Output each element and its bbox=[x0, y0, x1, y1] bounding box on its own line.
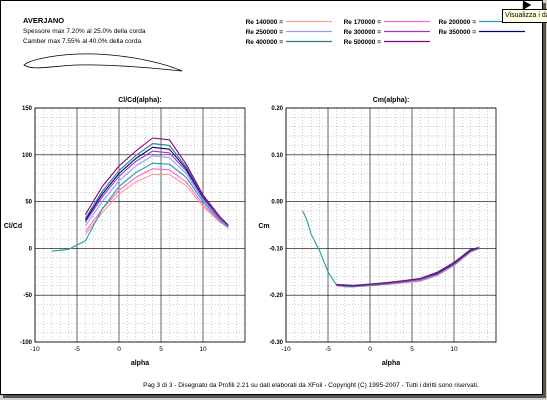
x-tick-label: -5 bbox=[74, 346, 80, 353]
legend-label: Re 140000 = bbox=[246, 19, 284, 26]
y-tick-label: 0 bbox=[29, 246, 33, 252]
x-tick-label: 10 bbox=[450, 346, 458, 353]
y-tick-label: -50 bbox=[23, 293, 32, 299]
plot-frame bbox=[285, 107, 497, 343]
series-line bbox=[302, 210, 480, 288]
x-tick-label: 0 bbox=[117, 346, 121, 353]
legend-label: Re 400000 = bbox=[246, 39, 284, 46]
footer-text: Pag 3 di 3 - Disegnato da Profili 2.21 s… bbox=[143, 382, 479, 389]
y-axis-label: Cm bbox=[258, 223, 269, 230]
y-tick-label: -0.30 bbox=[269, 340, 283, 346]
x-tick-label: -5 bbox=[325, 346, 331, 353]
legend-label: Re 200000 = bbox=[439, 19, 477, 26]
series-line bbox=[336, 246, 480, 286]
chart-title: Cm(alpha): bbox=[373, 97, 410, 104]
series-line bbox=[84, 143, 229, 227]
cm-chart: Cm(alpha): -10 -5 0 5 10 -0.30 -0.20 -0.10 0.00 0.… bbox=[258, 97, 497, 367]
series-line bbox=[84, 168, 229, 232]
y-tick-label: -100 bbox=[20, 340, 33, 346]
x-axis-label: alpha bbox=[382, 360, 400, 367]
airfoil-name: AVERJANO bbox=[23, 16, 64, 25]
y-axis-label: Cl/Cd bbox=[4, 223, 22, 230]
legend-label: Re 500000 = bbox=[344, 39, 382, 46]
tooltip: Visualizza i dati bbox=[502, 9, 547, 23]
x-axis-label: alpha bbox=[131, 360, 149, 367]
x-tick-label: 10 bbox=[199, 346, 207, 353]
y-tick-label: 0.10 bbox=[271, 153, 283, 159]
thickness-info: Spessore max 7.20% al 25.0% della corda bbox=[23, 28, 146, 35]
legend-label: Re 250000 = bbox=[246, 29, 284, 36]
y-tick-label: 50 bbox=[25, 200, 32, 206]
x-tick-label: 5 bbox=[159, 346, 163, 353]
report-sheet: AVERJANO Spessore max 7.20% al 25.0% del… bbox=[4, 16, 525, 389]
series-line bbox=[84, 173, 229, 235]
series-line bbox=[84, 146, 229, 227]
legend: Re 140000 = Re 170000 = Re 200000 = Re 2500… bbox=[246, 19, 525, 46]
series-line bbox=[84, 155, 229, 228]
clcd-chart: Cl/Cd(alpha):-10 -5 0 5 10-100-50050100150al… bbox=[4, 97, 246, 367]
plot-frame bbox=[34, 107, 246, 343]
legend-label: Re 170000 = bbox=[344, 19, 382, 26]
x-tick-label: 0 bbox=[368, 346, 372, 353]
x-tick-label: 5 bbox=[410, 346, 414, 353]
y-tick-label: 0.00 bbox=[271, 200, 283, 206]
y-tick-label: 0.20 bbox=[271, 106, 283, 112]
camber-info: Camber max 7.55% al 40.0% della corda bbox=[23, 38, 142, 45]
legend-label: Re 350000 = bbox=[439, 29, 477, 36]
series-line bbox=[51, 162, 229, 252]
y-tick-label: -0.10 bbox=[269, 246, 283, 252]
y-tick-label: -0.20 bbox=[269, 293, 283, 299]
x-tick-label: -10 bbox=[281, 346, 291, 353]
airfoil-profile bbox=[23, 53, 183, 72]
x-tick-label: -10 bbox=[30, 346, 40, 353]
series-line bbox=[84, 137, 229, 226]
y-tick-label: 100 bbox=[22, 153, 33, 159]
legend-label: Re 300000 = bbox=[344, 29, 382, 36]
y-tick-label: 150 bbox=[22, 106, 33, 112]
chart-title: Cl/Cd(alpha): bbox=[118, 97, 162, 104]
series-line bbox=[84, 150, 229, 227]
